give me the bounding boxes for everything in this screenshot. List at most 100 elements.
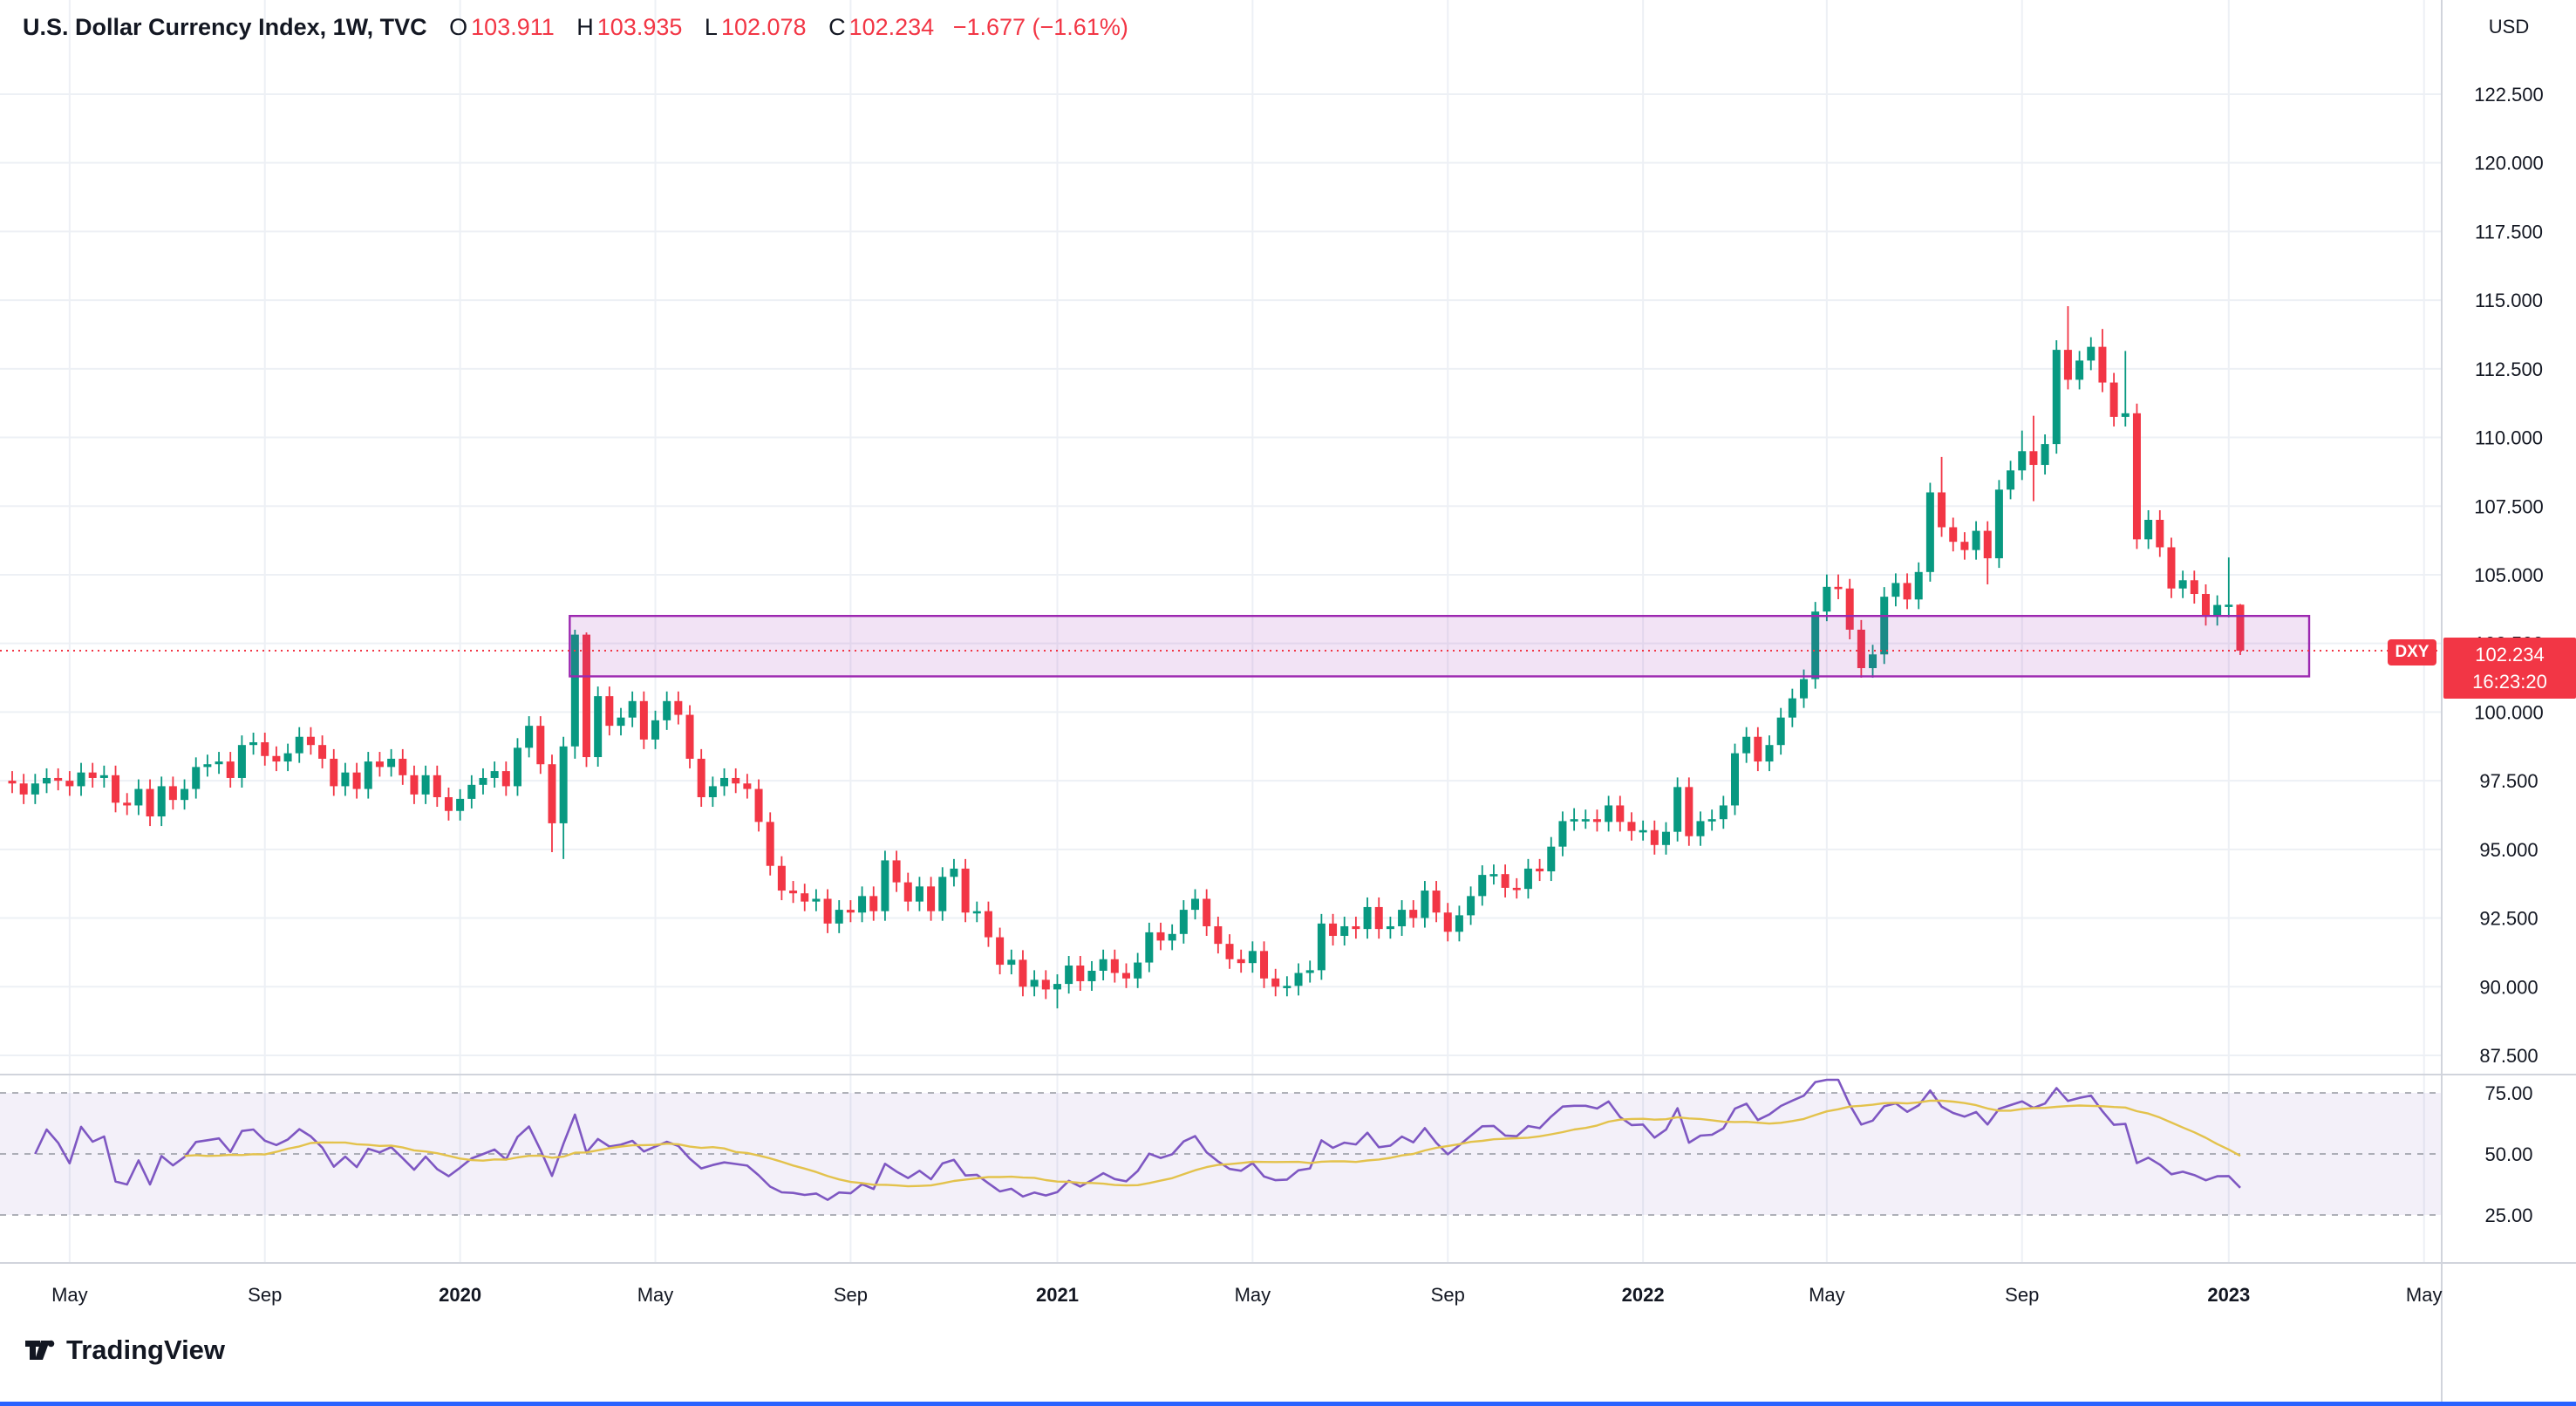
candle-body[interactable] xyxy=(157,786,166,817)
candle-body[interactable] xyxy=(99,775,108,778)
symbol-title[interactable]: U.S. Dollar Currency Index, 1W, TVC xyxy=(23,14,427,40)
candle-body[interactable] xyxy=(1156,932,1165,941)
candle-body[interactable] xyxy=(1076,966,1085,981)
candle-body[interactable] xyxy=(858,896,867,913)
candle-body[interactable] xyxy=(43,777,51,784)
candle-body[interactable] xyxy=(674,700,683,715)
candle-body[interactable] xyxy=(548,764,556,823)
candle-body[interactable] xyxy=(1523,868,1532,890)
candle-body[interactable] xyxy=(1065,966,1073,985)
candle-body[interactable] xyxy=(168,786,177,801)
candle-body[interactable] xyxy=(950,868,958,877)
candle-body[interactable] xyxy=(272,755,281,762)
candle-body[interactable] xyxy=(2236,604,2245,652)
candle-body[interactable] xyxy=(1570,819,1578,822)
candle-body[interactable] xyxy=(754,788,763,822)
candle-body[interactable] xyxy=(2213,604,2222,617)
candle-body[interactable] xyxy=(1776,717,1785,746)
candle-body[interactable] xyxy=(192,767,201,789)
candle-body[interactable] xyxy=(1938,492,1946,528)
candle-body[interactable] xyxy=(19,783,28,795)
candle-body[interactable] xyxy=(708,786,717,798)
candle-body[interactable] xyxy=(2132,413,2141,540)
candle-body[interactable] xyxy=(1145,932,1154,963)
candle-body[interactable] xyxy=(1949,527,1958,543)
candle-body[interactable] xyxy=(1650,829,1659,845)
candle-body[interactable] xyxy=(410,775,419,795)
candle-body[interactable] xyxy=(536,726,545,765)
candle-body[interactable] xyxy=(938,877,947,911)
candle-body[interactable] xyxy=(2109,382,2118,417)
candle-body[interactable] xyxy=(421,775,430,795)
candle-body[interactable] xyxy=(961,868,970,913)
candle-body[interactable] xyxy=(1421,891,1429,918)
candle-body[interactable] xyxy=(283,753,292,762)
candle-body[interactable] xyxy=(249,742,258,746)
candle-body[interactable] xyxy=(2144,519,2153,540)
candle-body[interactable] xyxy=(1467,896,1475,916)
candle-body[interactable] xyxy=(915,886,923,902)
candle-body[interactable] xyxy=(812,898,821,902)
candle-body[interactable] xyxy=(2075,360,2084,380)
candle-body[interactable] xyxy=(65,781,74,787)
candle-body[interactable] xyxy=(1616,805,1625,822)
candle-body[interactable] xyxy=(181,788,189,801)
candle-body[interactable] xyxy=(685,714,694,759)
candle-body[interactable] xyxy=(1754,736,1762,762)
candle-body[interactable] xyxy=(306,736,315,746)
candle-body[interactable] xyxy=(364,761,372,789)
candle-body[interactable] xyxy=(352,772,361,789)
candle-body[interactable] xyxy=(467,784,476,799)
candle-body[interactable] xyxy=(1661,831,1670,845)
candle-body[interactable] xyxy=(1294,973,1303,986)
candle-body[interactable] xyxy=(1283,986,1291,988)
candle-body[interactable] xyxy=(743,783,752,789)
candle-body[interactable] xyxy=(1925,492,1934,572)
candle-body[interactable] xyxy=(835,910,843,924)
candle-body[interactable] xyxy=(1432,891,1441,913)
candle-body[interactable] xyxy=(1914,571,1923,600)
candle-body[interactable] xyxy=(1386,925,1394,930)
candle-body[interactable] xyxy=(869,896,878,911)
candle-body[interactable] xyxy=(444,797,453,811)
tradingview-logo[interactable]: TradingView xyxy=(23,1333,225,1368)
candle-body[interactable] xyxy=(2201,594,2210,617)
candle-body[interactable] xyxy=(927,886,936,911)
candle-body[interactable] xyxy=(399,758,407,775)
candle-body[interactable] xyxy=(112,775,120,803)
candle-body[interactable] xyxy=(2041,444,2049,466)
candle-body[interactable] xyxy=(1605,805,1613,822)
candle-body[interactable] xyxy=(31,783,39,795)
candle-body[interactable] xyxy=(1823,586,1831,612)
candle-body[interactable] xyxy=(903,882,912,902)
candle-body[interactable] xyxy=(433,775,441,798)
candle-body[interactable] xyxy=(318,745,327,759)
candle-body[interactable] xyxy=(226,761,235,778)
candle-body[interactable] xyxy=(1214,925,1223,945)
candle-body[interactable] xyxy=(1053,984,1061,990)
candle-body[interactable] xyxy=(375,761,384,768)
candle-body[interactable] xyxy=(261,742,269,756)
candle-body[interactable] xyxy=(1765,745,1774,762)
candle-body[interactable] xyxy=(1019,959,1027,987)
candle-body[interactable] xyxy=(1742,736,1751,754)
candle-body[interactable] xyxy=(1880,597,1889,655)
support-zone-rectangle[interactable] xyxy=(569,614,2311,678)
candle-body[interactable] xyxy=(2087,346,2096,361)
candle-body[interactable] xyxy=(2178,580,2187,589)
candle-body[interactable] xyxy=(1639,829,1647,833)
candle-body[interactable] xyxy=(570,634,579,747)
candle-body[interactable] xyxy=(1972,530,1980,550)
time-axis[interactable]: May Sep 2020 May Sep 2021 May Sep 2022 May Sep 2023… xyxy=(51,1284,2442,1306)
candle-body[interactable] xyxy=(617,717,625,727)
candle-body[interactable] xyxy=(2018,451,2027,471)
candle-body[interactable] xyxy=(1592,819,1601,822)
candle-body[interactable] xyxy=(777,865,786,891)
candle-body[interactable] xyxy=(984,911,992,938)
candle-body[interactable] xyxy=(1811,611,1820,679)
candle-body[interactable] xyxy=(1134,962,1142,979)
candle-body[interactable] xyxy=(1903,583,1912,600)
candle-body[interactable] xyxy=(1443,912,1452,932)
candle-body[interactable] xyxy=(1409,910,1418,918)
candle-body[interactable] xyxy=(1317,923,1325,971)
